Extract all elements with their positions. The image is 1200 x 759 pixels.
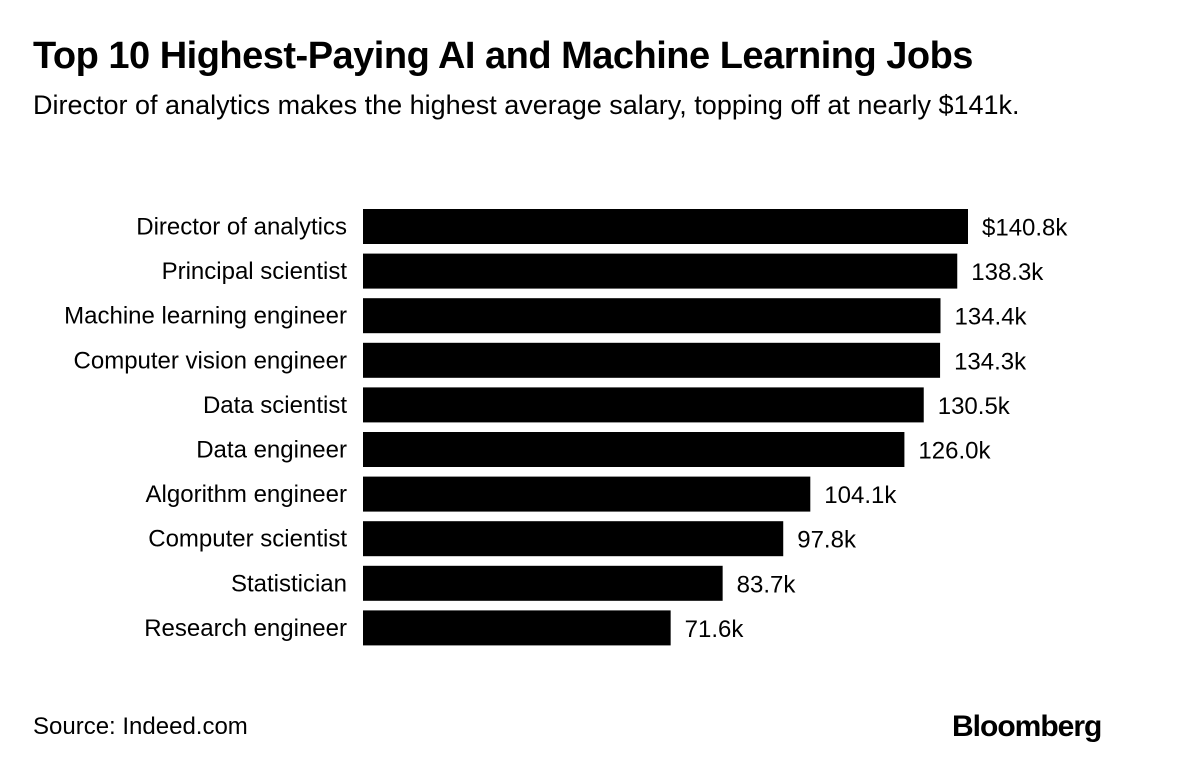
bar: [363, 521, 784, 557]
value-label: 71.6k: [685, 616, 745, 643]
bar: [363, 387, 924, 423]
value-label: 130.5k: [938, 393, 1011, 420]
bar: [363, 610, 671, 646]
category-label: Statistician: [231, 570, 347, 597]
category-label: Data scientist: [203, 392, 347, 419]
bar: [363, 209, 968, 244]
category-label: Data engineer: [196, 437, 347, 464]
value-label: $140.8k: [982, 215, 1068, 242]
value-label: 138.3k: [971, 259, 1044, 286]
bar: [363, 298, 941, 334]
bar-chart: Director of analytics $140.8k Principal sc…: [64, 209, 1068, 646]
category-label: Algorithm engineer: [146, 481, 347, 508]
category-label: Computer vision engineer: [74, 347, 347, 374]
category-label: Computer scientist: [148, 526, 347, 553]
bar: [363, 565, 723, 601]
chart-subtitle: Director of analytics makes the highest …: [33, 90, 1020, 120]
source-note: Source: Indeed.com: [33, 713, 248, 740]
chart-title: Top 10 Highest-Paying AI and Machine Lea…: [33, 35, 973, 77]
category-label: Principal scientist: [162, 258, 348, 285]
value-label: 134.3k: [954, 348, 1027, 375]
bar: [363, 342, 941, 378]
value-label: 97.8k: [797, 527, 857, 554]
category-label: Machine learning engineer: [64, 303, 347, 330]
bar: [363, 476, 811, 512]
bar: [363, 253, 958, 289]
bar: [363, 432, 905, 467]
value-label: 83.7k: [737, 571, 797, 598]
value-label: 134.4k: [955, 304, 1028, 331]
value-label: 104.1k: [824, 482, 897, 509]
bloomberg-logo: Bloomberg: [952, 710, 1102, 743]
category-label: Research engineer: [144, 615, 347, 642]
value-label: 126.0k: [918, 438, 991, 465]
category-label: Director of analytics: [136, 214, 347, 241]
